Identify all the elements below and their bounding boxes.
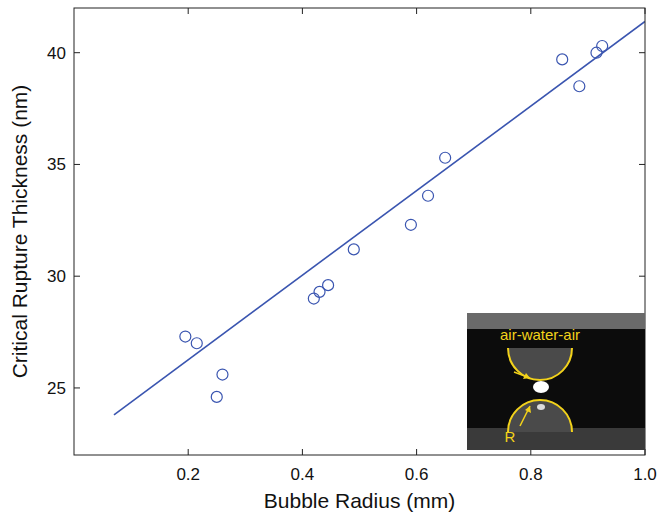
data-point — [557, 54, 568, 65]
x-tick-label: 1.0 — [633, 465, 657, 484]
data-point — [211, 391, 222, 402]
y-tick-right — [639, 276, 645, 277]
x-tick — [416, 449, 417, 455]
y-tick — [74, 276, 80, 277]
data-point — [423, 190, 434, 201]
plot-marks — [114, 21, 645, 414]
inset-arrow — [514, 372, 530, 378]
x-tick — [188, 449, 189, 455]
y-tick — [74, 52, 80, 53]
x-tick — [302, 449, 303, 455]
x-tick-label: 0.2 — [176, 465, 200, 484]
y-tick-label: 30 — [47, 267, 66, 286]
data-point — [574, 81, 585, 92]
x-tick-label: 0.8 — [519, 465, 543, 484]
x-tick-label: 0.6 — [405, 465, 429, 484]
chart: 0.2 0.4 0.6 0.8 1.0 25 30 35 40 Bubble Radius (mm… — [0, 0, 671, 518]
inset-arc — [508, 348, 572, 380]
data-point — [191, 338, 202, 349]
inset-highlight — [533, 381, 549, 393]
inset-bg — [467, 313, 645, 450]
y-axis-title: Critical Rupture Thickness (nm) — [8, 85, 31, 379]
x-tick-top — [188, 8, 189, 14]
data-point — [440, 152, 451, 163]
y-tick-label: 40 — [47, 44, 66, 63]
fit-line — [114, 21, 645, 414]
y-tick-label: 25 — [47, 379, 66, 398]
y-tick-label: 35 — [47, 155, 66, 174]
data-point — [180, 331, 191, 342]
inset-label: air-water-air — [500, 326, 580, 343]
inset-arrowhead — [525, 406, 531, 413]
inset-bubble — [508, 348, 572, 380]
inset: air-water-air R — [467, 313, 645, 450]
y-tick — [74, 164, 80, 165]
data-point — [217, 369, 228, 380]
inset-arc — [508, 400, 572, 432]
data-point — [348, 244, 359, 255]
y-tick — [74, 387, 80, 388]
data-point — [308, 293, 319, 304]
x-tick-top — [416, 8, 417, 14]
y-tick-right — [639, 52, 645, 53]
x-tick-top — [530, 8, 531, 14]
data-point — [323, 280, 334, 291]
inset-label: R — [505, 428, 516, 445]
inset-arrow — [520, 406, 530, 426]
x-tick-label: 0.4 — [291, 465, 315, 484]
y-tick-right — [639, 164, 645, 165]
inset-arrowhead — [523, 373, 530, 379]
x-tick-top — [302, 8, 303, 14]
plot-frame — [74, 8, 645, 455]
data-point — [405, 219, 416, 230]
inset-bubble — [508, 400, 572, 432]
inset-highlight — [537, 404, 545, 410]
x-axis-title: Bubble Radius (mm) — [264, 489, 455, 512]
